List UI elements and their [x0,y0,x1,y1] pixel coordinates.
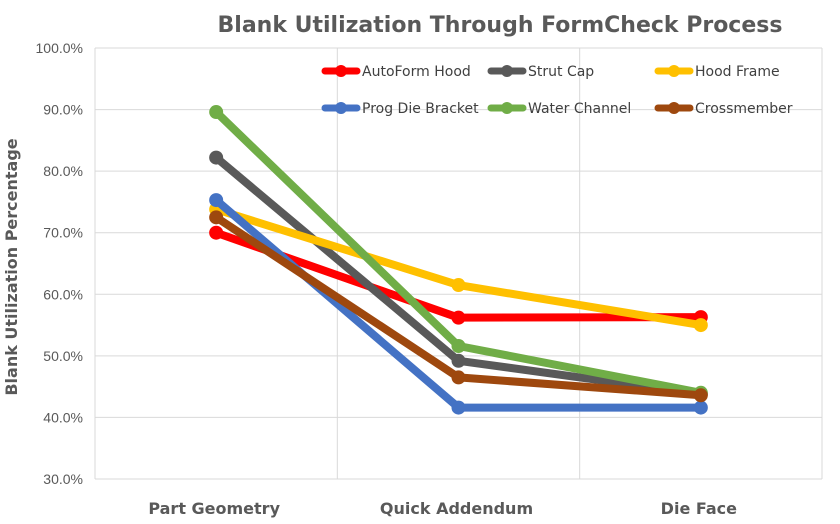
data-point [693,388,708,403]
y-tick-label: 100.0% [36,40,83,56]
x-tick-label: Die Face [661,499,737,518]
series-strut-cap [209,150,708,402]
legend-swatch-marker [501,102,513,114]
series-line [212,213,705,400]
chart-title: Blank Utilization Through FormCheck Proc… [218,13,783,38]
legend-swatch-marker [335,102,347,114]
legend-label: Prog Die Bracket [362,101,479,117]
data-point [693,400,708,415]
y-axis-ticks: 30.0% 40.0% 50.0% 60.0% 70.0% 80.0% 90.0% 100.0… [36,40,83,487]
y-tick-label: 80.0% [43,163,83,179]
legend-label: AutoForm Hood [362,64,471,80]
legend-swatch-marker [335,65,347,77]
data-point [451,400,466,415]
data-point [209,150,224,165]
legend-item: Crossmember [654,101,793,117]
legend: AutoForm Hood Strut Cap Hood Frame Prog Die… [321,64,793,117]
x-tick-label: Quick Addendum [380,499,533,518]
y-tick-label: 30.0% [43,471,83,487]
y-tick-label: 70.0% [43,225,83,241]
data-point [451,278,466,293]
legend-swatch-marker [501,65,513,77]
x-tick-label: Part Geometry [148,499,280,518]
data-point [693,318,708,333]
data-point [209,210,224,225]
legend-item: Water Channel [487,101,631,117]
legend-label: Strut Cap [528,64,594,80]
series-crossmember [209,210,708,403]
y-tick-label: 50.0% [43,348,83,364]
x-axis-ticks: Part Geometry Quick Addendum Die Face [148,499,737,518]
legend-item: Strut Cap [487,64,594,80]
series-line [212,228,705,322]
legend-item: Hood Frame [654,64,780,80]
data-point [451,310,466,325]
data-point [451,370,466,385]
y-tick-label: 90.0% [43,102,83,118]
y-tick-label: 60.0% [43,286,83,302]
legend-item: Prog Die Bracket [321,101,479,117]
legend-label: Water Channel [528,101,631,117]
legend-swatch-marker [668,65,680,77]
series-group [209,105,708,415]
legend-item: AutoForm Hood [321,64,471,80]
data-point [209,193,224,208]
data-point [209,225,224,240]
y-tick-label: 40.0% [43,409,83,425]
data-point [451,339,466,354]
legend-swatch-marker [668,102,680,114]
data-point [209,105,224,120]
legend-label: Hood Frame [695,64,780,80]
y-axis-label: Blank Utilization Percentage [2,138,21,395]
data-point [451,353,466,368]
legend-label: Crossmember [695,101,793,117]
